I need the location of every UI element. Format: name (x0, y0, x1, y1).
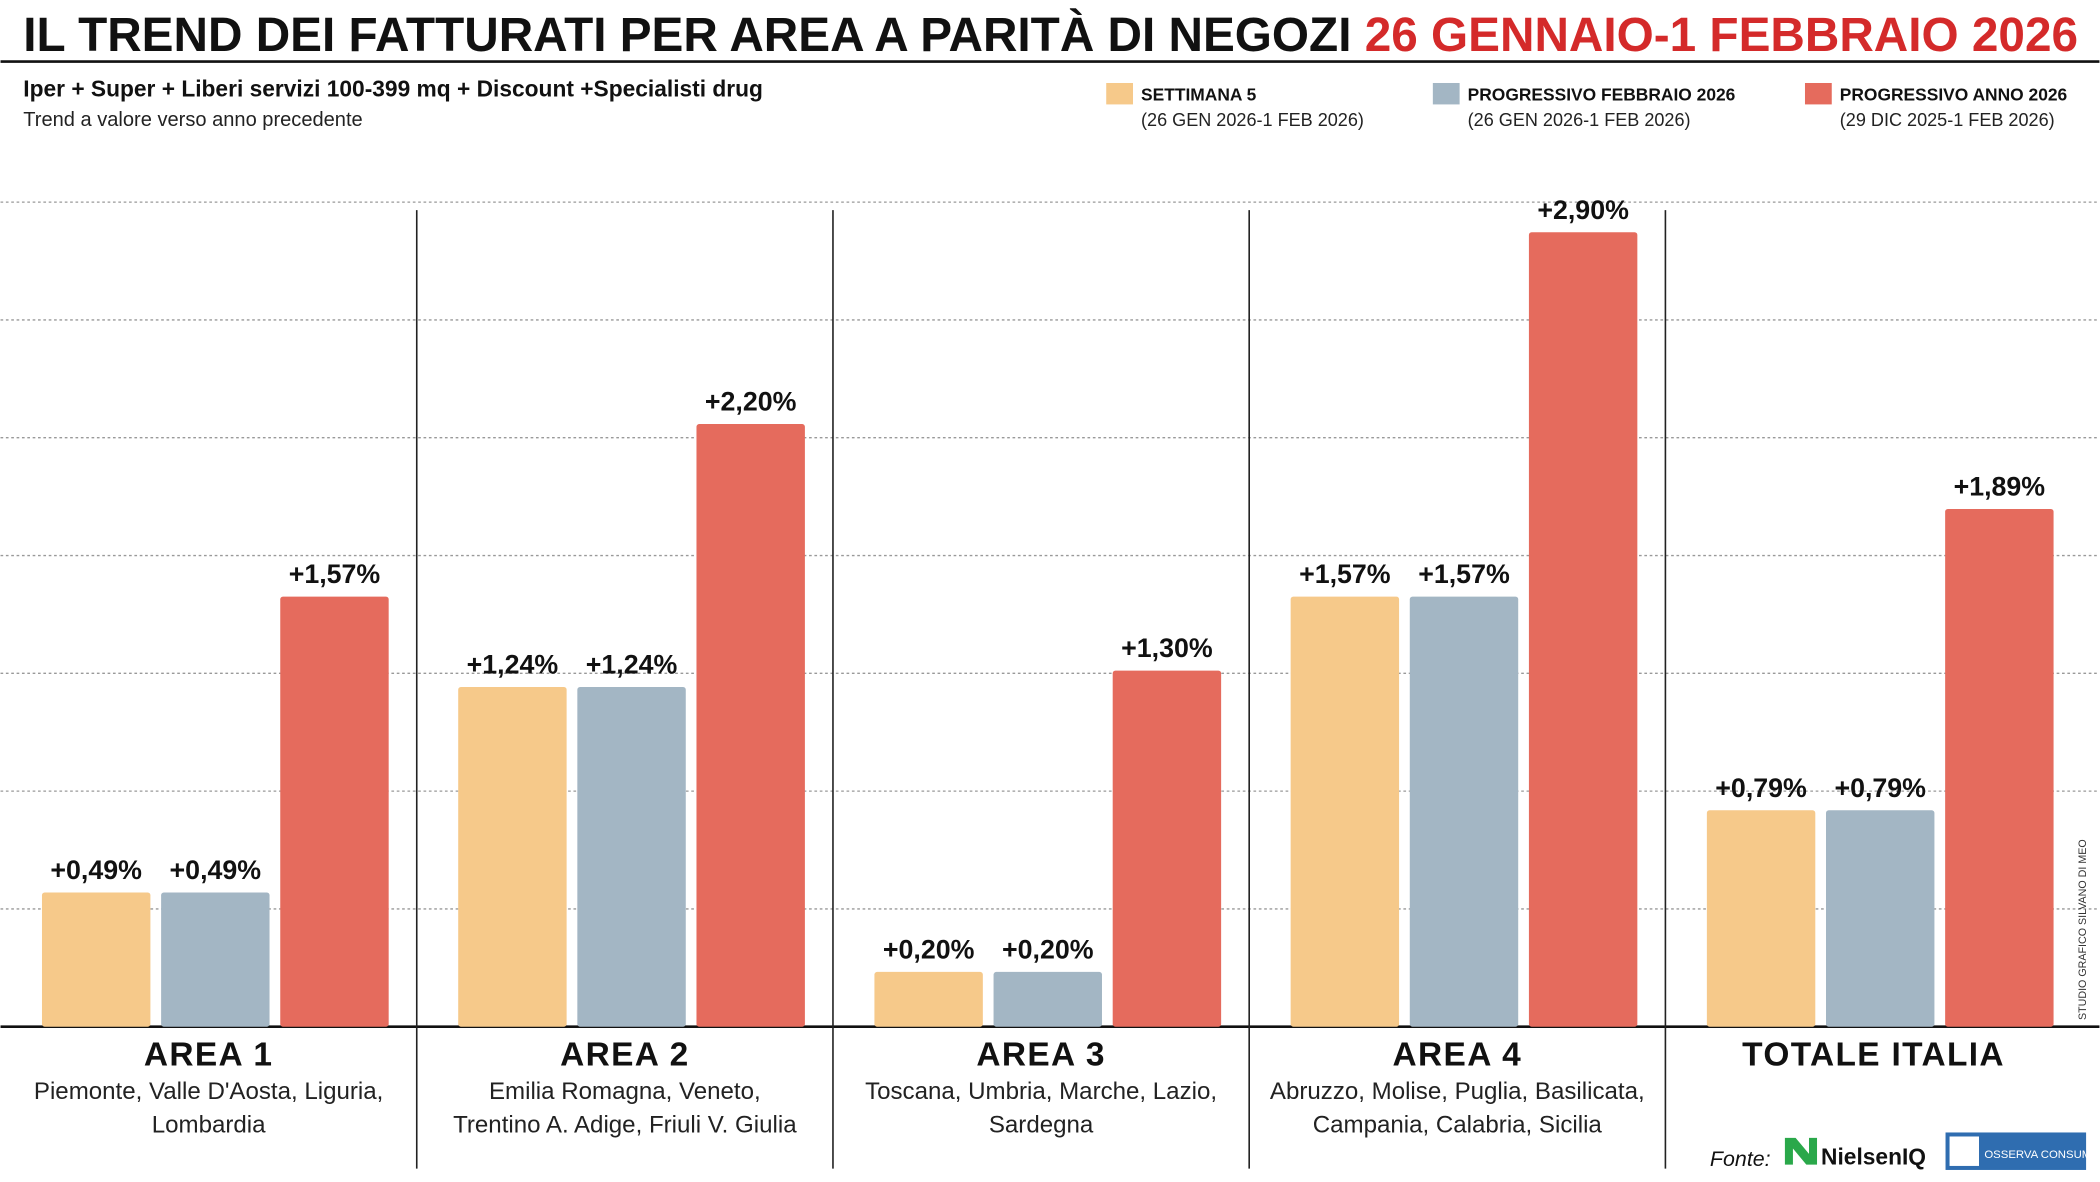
category-note: Piemonte, Valle D'Aosta, Liguria, (34, 1078, 383, 1105)
legend-period: (26 GEN 2026-1 FEB 2026) (1468, 110, 1691, 130)
category-note: Abruzzo, Molise, Puglia, Basilicata, (1270, 1078, 1645, 1105)
category-note: Toscana, Umbria, Marche, Lazio, (865, 1078, 1217, 1105)
legend-swatch (1106, 82, 1133, 105)
category-note: Sardegna (989, 1111, 1094, 1138)
bar (280, 596, 389, 1027)
value-label: +2,90% (1537, 195, 1629, 225)
category-note: Lombardia (152, 1111, 266, 1138)
title-main: IL TREND DEI FATTURATI PER AREA A PARITÀ… (23, 8, 1351, 62)
bar (874, 971, 983, 1027)
bar (1826, 810, 1935, 1027)
category-note: Trentino A. Adige, Friuli V. Giulia (453, 1111, 797, 1138)
bar (1112, 670, 1222, 1027)
value-label: +0,79% (1715, 773, 1807, 803)
source-nielsen: NielsenIQ (1821, 1144, 1926, 1170)
bar (1706, 810, 1816, 1027)
category-label: AREA 2 (560, 1037, 689, 1074)
subtitle: Iper + Super + Liberi servizi 100-399 mq… (23, 75, 763, 101)
title-highlight: 26 GENNAIO-1 FEBBRAIO 2026 (1365, 8, 2078, 62)
bar (577, 687, 686, 1027)
bar (41, 892, 151, 1027)
legend-period: (29 DIC 2025-1 FEB 2026) (1840, 110, 2055, 130)
value-label: +0,20% (883, 935, 975, 965)
legend-swatch (1804, 82, 1832, 105)
category-label: TOTALE ITALIA (1742, 1037, 2005, 1074)
legend-label: PROGRESSIVO ANNO 2026 (1840, 84, 2068, 104)
value-label: +1,24% (586, 650, 678, 680)
bar (1945, 508, 2054, 1027)
value-label: +1,57% (289, 559, 381, 589)
value-label: +0,49% (50, 855, 142, 885)
bar (696, 424, 805, 1027)
bar (993, 971, 1102, 1027)
category-note: Emilia Romagna, Veneto, (489, 1078, 761, 1105)
bar (1409, 596, 1519, 1027)
bar (1528, 232, 1638, 1027)
value-label: +1,89% (1954, 472, 2046, 502)
credit: STUDIO GRAFICO SILVANO DI MEO (2077, 839, 2089, 1020)
value-label: +0,49% (170, 855, 262, 885)
legend-period: (26 GEN 2026-1 FEB 2026) (1141, 110, 1364, 130)
bar (458, 687, 567, 1027)
value-label: +1,57% (1418, 559, 1510, 589)
legend-swatch (1432, 82, 1460, 105)
legend-label: SETTIMANA 5 (1141, 84, 1257, 104)
source-osserva: OSSERVA CONSUMI (1984, 1149, 2094, 1161)
category-note: Campania, Calabria, Sicilia (1313, 1111, 1603, 1138)
bar (161, 892, 270, 1027)
nielsen-icon (1784, 1137, 1818, 1165)
value-label: +1,57% (1299, 559, 1391, 589)
value-label: +1,30% (1121, 633, 1213, 663)
value-label: +0,20% (1002, 935, 1094, 965)
chart-title: IL TREND DEI FATTURATI PER AREA A PARITÀ… (23, 8, 2078, 62)
value-label: +1,24% (467, 650, 559, 680)
value-label: +2,20% (705, 387, 797, 417)
legend-label: PROGRESSIVO FEBBRAIO 2026 (1468, 84, 1736, 104)
bar (1290, 596, 1400, 1027)
osserva-icon (1949, 1136, 1980, 1166)
category-label: AREA 3 (976, 1037, 1105, 1074)
category-label: AREA 4 (1393, 1037, 1522, 1074)
category-label: AREA 1 (144, 1037, 273, 1074)
subtitle2: Trend a valore verso anno precedente (23, 109, 362, 131)
value-label: +0,79% (1834, 773, 1926, 803)
source-label: Fonte: (1710, 1147, 1771, 1171)
